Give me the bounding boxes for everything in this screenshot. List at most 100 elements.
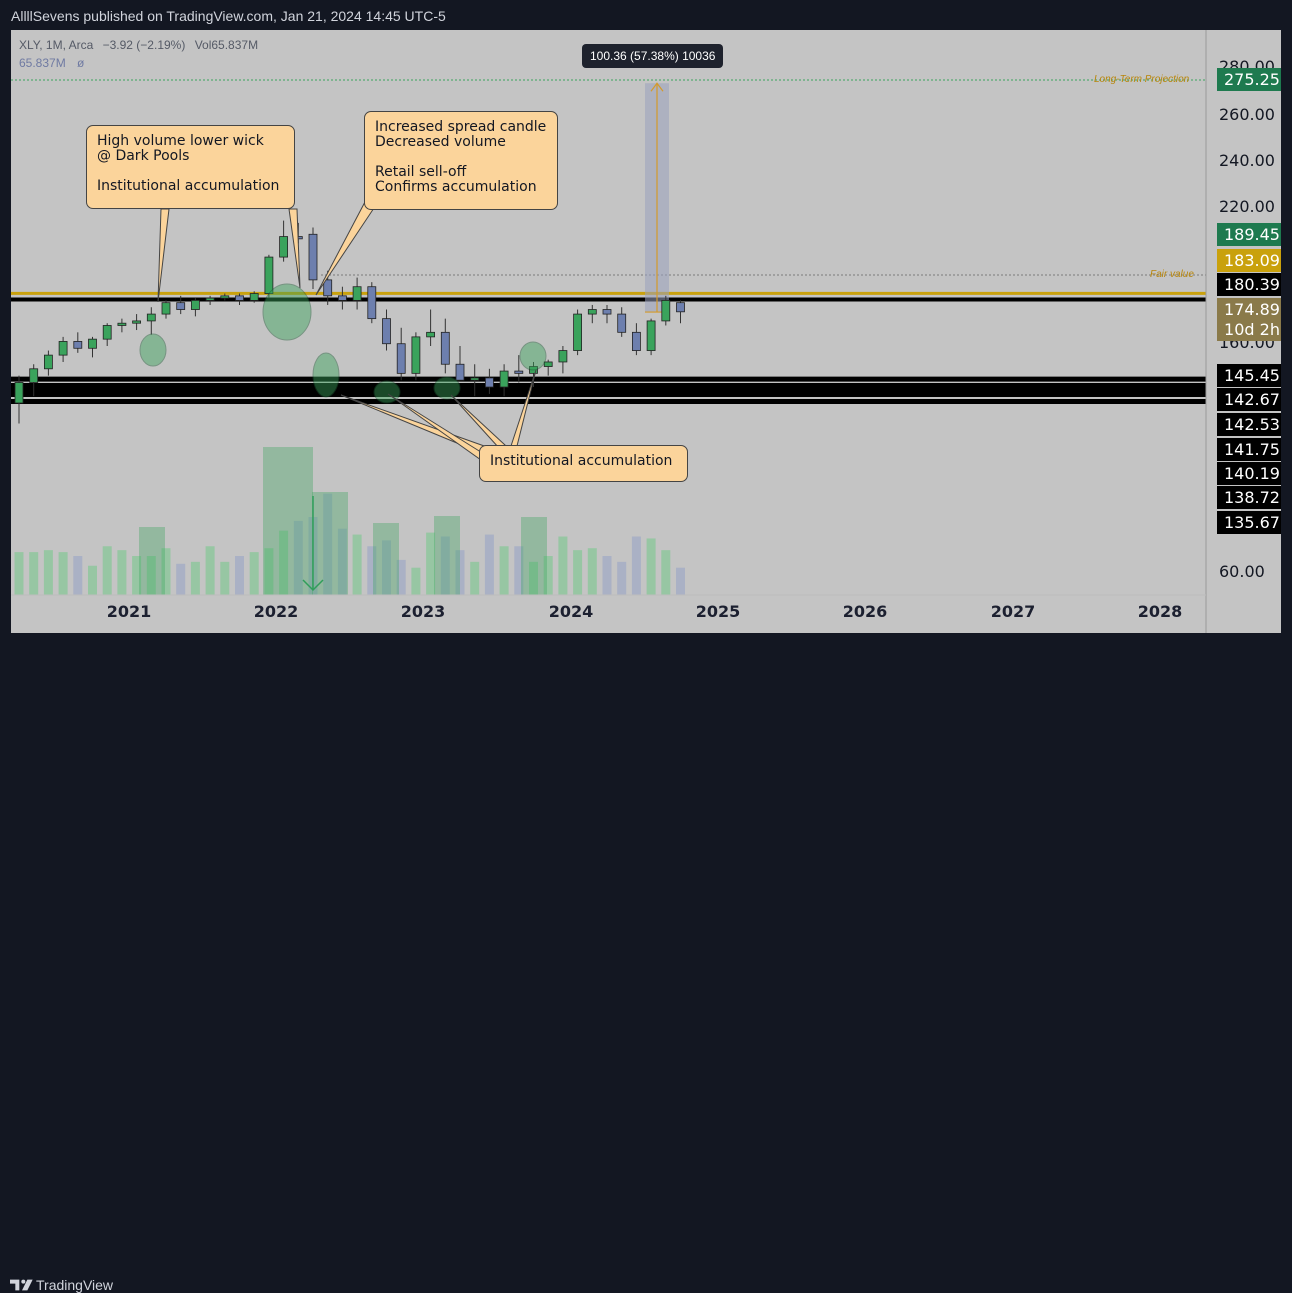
candle-body[interactable] <box>632 331 641 351</box>
volume-highlight <box>312 492 348 595</box>
volume-bar <box>558 536 568 595</box>
volume-bar <box>235 556 244 595</box>
candle-body[interactable] <box>440 331 450 365</box>
volume-bar <box>470 561 480 595</box>
price-tag[interactable]: 140.19 <box>1217 462 1281 485</box>
candle-body[interactable] <box>617 313 627 333</box>
price-tag[interactable]: 10d 2h <box>1217 318 1281 341</box>
candle-body[interactable] <box>264 256 274 294</box>
candle-body[interactable] <box>426 331 436 338</box>
candle-body[interactable] <box>484 377 494 388</box>
accumulation-ellipse <box>262 283 312 341</box>
price-tag[interactable]: 142.53 <box>1217 413 1281 436</box>
candle-body[interactable] <box>676 302 685 313</box>
price-tag[interactable]: 142.67 <box>1217 388 1281 411</box>
legend-change: −3.92 (−2.19%) <box>102 38 186 52</box>
published-text: AllllSevens published on TradingView.com… <box>11 8 446 24</box>
candle-body[interactable] <box>73 341 83 349</box>
price-tag[interactable]: 183.09 <box>1217 249 1281 272</box>
candle-body[interactable] <box>367 286 377 320</box>
volume-bar <box>205 546 215 595</box>
footer-brand: TradingView <box>36 1277 114 1293</box>
callout-high-volume: High volume lower wick @ Dark Pools Inst… <box>86 125 295 209</box>
price-tag[interactable]: 174.89 <box>1217 298 1281 321</box>
candle-body[interactable] <box>161 302 171 315</box>
time-axis-label: 2026 <box>842 602 888 621</box>
candle-body[interactable] <box>323 279 333 297</box>
candle-body[interactable] <box>396 343 406 374</box>
volume-bar <box>73 556 83 595</box>
candle-body[interactable] <box>29 368 39 383</box>
price-tag[interactable]: 141.75 <box>1217 438 1281 461</box>
chart-frame[interactable]: XLY, 1M, Arca −3.92 (−2.19%) Vol65.837M … <box>11 30 1281 633</box>
price-axis-tick: 240.00 <box>1219 151 1275 170</box>
candle-body[interactable] <box>646 320 656 351</box>
candle-body[interactable] <box>102 325 112 340</box>
price-tag[interactable]: 138.72 <box>1217 486 1281 509</box>
candle-body[interactable] <box>279 236 289 258</box>
candle-body[interactable] <box>132 320 141 324</box>
callout-pointer <box>157 208 170 303</box>
long-term-projection-label: Long-Term Projection <box>1094 74 1190 85</box>
candle-body[interactable] <box>249 293 259 301</box>
candle-body[interactable] <box>308 233 318 281</box>
volume-bar <box>440 536 450 595</box>
volume-bar <box>573 550 583 595</box>
volume-bar <box>43 550 53 595</box>
candle-body[interactable] <box>235 295 244 301</box>
candle-body[interactable] <box>58 341 68 356</box>
candle-body[interactable] <box>573 313 582 351</box>
candle-body[interactable] <box>499 370 509 388</box>
accumulation-ellipse <box>519 341 547 371</box>
volume-bar <box>499 546 509 595</box>
price-tag[interactable]: 189.45 <box>1217 223 1281 246</box>
candle-body[interactable] <box>117 322 127 326</box>
legend-symbol[interactable]: XLY, 1M, Arca <box>19 38 94 52</box>
volume-bar <box>161 548 171 595</box>
candle-body[interactable] <box>543 361 553 367</box>
tradingview-logo-icon <box>10 1279 33 1291</box>
price-tag[interactable]: 135.67 <box>1217 511 1281 534</box>
candle-body[interactable] <box>88 338 97 349</box>
accumulation-ellipse <box>139 333 167 367</box>
candle-body[interactable] <box>352 286 362 301</box>
candle-body[interactable] <box>558 350 568 363</box>
candlestick-chart[interactable] <box>11 30 1281 633</box>
candle-body[interactable] <box>190 299 200 310</box>
candle-body[interactable] <box>587 309 597 315</box>
candle-body[interactable] <box>14 382 24 404</box>
accumulation-ellipse <box>433 376 461 400</box>
footer: TradingView <box>0 633 1292 1293</box>
volume-bar <box>249 552 259 595</box>
volume-bar <box>176 563 186 595</box>
volume-highlight <box>521 517 547 595</box>
candle-body[interactable] <box>455 363 465 381</box>
price-tag[interactable]: 145.45 <box>1217 364 1281 387</box>
candle-body[interactable] <box>220 295 230 299</box>
price-tag[interactable]: 275.25 <box>1217 68 1281 91</box>
candle-body[interactable] <box>411 336 421 374</box>
candle-body[interactable] <box>337 295 347 301</box>
volume-bar <box>529 561 538 595</box>
legend-volume-ma-symbol: ø <box>77 56 85 70</box>
time-axis-label: 2024 <box>548 602 594 621</box>
volume-bar <box>661 550 671 595</box>
candle-body[interactable] <box>661 299 671 322</box>
price-axis-tick: 220.00 <box>1219 197 1275 216</box>
candle-body[interactable] <box>205 297 215 301</box>
candle-body[interactable] <box>382 318 391 345</box>
candle-body[interactable] <box>176 302 186 310</box>
candle-body[interactable] <box>44 354 53 370</box>
volume-bar <box>323 493 333 595</box>
candle-body[interactable] <box>529 366 538 374</box>
price-tag[interactable]: 180.39 <box>1217 273 1281 296</box>
volume-bar <box>102 546 112 595</box>
candle-body[interactable] <box>514 370 524 374</box>
volume-bar <box>29 552 39 595</box>
candle-body[interactable] <box>602 309 612 315</box>
candle-body[interactable] <box>470 377 480 381</box>
volume-bar <box>396 559 406 595</box>
volume-bar <box>602 556 612 595</box>
candle-body[interactable] <box>146 313 156 322</box>
volume-bar <box>676 567 685 595</box>
